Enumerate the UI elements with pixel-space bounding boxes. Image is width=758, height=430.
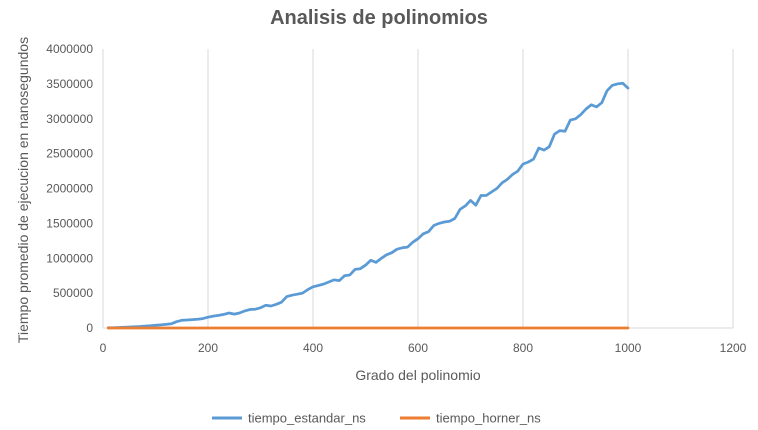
- x-tick-label: 0: [100, 341, 107, 355]
- x-tick-label: 1200: [720, 341, 747, 355]
- y-tick-label: 1000000: [46, 251, 93, 265]
- x-axis-label: Grado del polinomio: [355, 367, 481, 383]
- x-tick-label: 200: [198, 341, 218, 355]
- chart-title: Analisis de polinomios: [270, 7, 488, 29]
- x-tick-label: 800: [513, 341, 533, 355]
- legend: tiempo_estandar_ns tiempo_horner_ns: [212, 411, 541, 426]
- legend-label: tiempo_horner_ns: [436, 411, 541, 426]
- series-line-tiempo_estandar_ns: [106, 81, 630, 330]
- grid: [102, 49, 734, 329]
- y-tick-label: 3500000: [46, 77, 93, 91]
- x-tick-label: 1000: [615, 341, 642, 355]
- legend-label: tiempo_estandar_ns: [248, 411, 366, 426]
- y-axis-ticks: 0 500000 1000000 1500000 2000000 2500000 30000…: [46, 42, 93, 335]
- legend-item: tiempo_horner_ns: [400, 411, 541, 426]
- legend-item: tiempo_estandar_ns: [212, 411, 366, 426]
- plot-area: [106, 81, 630, 330]
- y-tick-label: 2000000: [46, 182, 93, 196]
- series-points-tiempo_estandar_ns: [108, 83, 629, 328]
- y-axis-label: Tiempo promedio de ejecucion en nanosegu…: [15, 37, 31, 343]
- y-tick-label: 0: [86, 321, 93, 335]
- x-axis-ticks: 0 200 400 600 800 1000 1200: [100, 341, 747, 355]
- x-tick-label: 400: [303, 341, 323, 355]
- y-tick-label: 3000000: [46, 112, 93, 126]
- y-tick-label: 2500000: [46, 147, 93, 161]
- x-tick-label: 600: [408, 341, 428, 355]
- y-tick-label: 1500000: [46, 216, 93, 230]
- y-tick-label: 4000000: [46, 42, 93, 56]
- y-tick-label: 500000: [53, 286, 93, 300]
